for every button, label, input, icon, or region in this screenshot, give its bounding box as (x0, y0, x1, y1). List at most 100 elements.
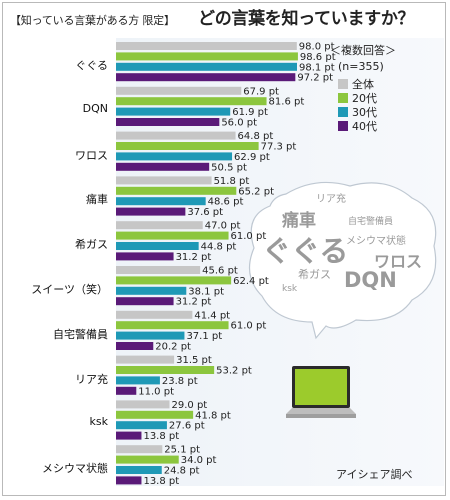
value-label-1-1: 81.6 pt (269, 97, 305, 108)
bar-2-1 (116, 142, 259, 150)
bar-0-0 (116, 42, 297, 50)
legend-swatch (338, 121, 348, 131)
bar-4-0 (116, 221, 203, 230)
value-label-4-3: 31.2 pt (176, 252, 212, 263)
value-label-1-0: 67.9 pt (243, 86, 279, 97)
legend-item: 全体 (338, 77, 396, 91)
cloud-word: メシウマ状態 (346, 236, 406, 247)
bar-6-2 (116, 331, 185, 340)
bar-7-1 (116, 366, 215, 374)
value-label-3-3: 37.6 pt (187, 207, 223, 218)
bar-3-3 (116, 207, 186, 216)
value-label-0-0: 98.0 pt (299, 42, 335, 53)
bar-1-0 (116, 86, 242, 95)
value-label-5-2: 38.1 pt (188, 286, 224, 297)
value-label-6-2: 37.1 pt (186, 331, 222, 342)
value-label-5-3: 31.2 pt (176, 297, 212, 308)
legend-item: 20代 (338, 91, 396, 105)
value-label-7-2: 23.8 pt (162, 376, 198, 387)
value-label-6-3: 20.2 pt (155, 342, 191, 353)
bar-4-1 (116, 231, 229, 240)
bar-7-3 (116, 386, 137, 395)
value-label-3-2: 48.6 pt (208, 197, 244, 208)
legend-label: 30代 (352, 106, 377, 119)
legend: ＜複数回答＞ (n=355) 全体 20代 30代 40代 (330, 42, 396, 133)
bar-4-2 (116, 242, 199, 250)
legend-swatch (338, 93, 348, 103)
value-label-4-2: 44.8 pt (201, 242, 237, 253)
cloud-word: 希ガス (298, 268, 331, 281)
bar-3-2 (116, 197, 206, 206)
value-label-4-0: 47.0 pt (205, 221, 241, 232)
bar-3-1 (116, 186, 237, 195)
value-label-9-2: 24.8 pt (164, 466, 200, 477)
category-label: メシウマ状態 (42, 462, 108, 476)
bar-6-0 (116, 310, 193, 319)
value-label-2-1: 77.3 pt (261, 142, 297, 153)
bar-1-1 (116, 97, 267, 106)
bar-4-3 (116, 252, 174, 261)
bar-5-2 (116, 286, 187, 295)
category-label: ワロス (75, 148, 108, 162)
value-label-9-3: 13.8 pt (143, 476, 179, 487)
value-label-8-0: 29.0 pt (172, 400, 208, 411)
bar-0-3 (116, 73, 296, 82)
chart-subtitle: 【知っている言葉がある方 限定】 (10, 14, 175, 27)
bar-5-0 (116, 266, 201, 274)
source-credit: アイシェア調べ (336, 468, 413, 481)
cloud-word: リア充 (316, 194, 346, 205)
category-label: リア充 (75, 372, 108, 386)
value-label-3-1: 65.2 pt (238, 186, 274, 197)
bar-9-2 (116, 466, 162, 474)
value-label-7-1: 53.2 pt (216, 366, 252, 377)
cloud-word: ksk (282, 284, 298, 294)
bar-7-2 (116, 376, 160, 385)
value-label-5-1: 62.4 pt (233, 276, 269, 287)
value-label-9-1: 34.0 pt (181, 455, 217, 466)
value-label-2-3: 50.5 pt (211, 162, 247, 173)
cloud-word: DQN (344, 268, 397, 292)
legend-label: 40代 (352, 120, 377, 133)
value-label-2-0: 64.8 pt (238, 131, 274, 142)
category-label: DQN (82, 101, 108, 115)
legend-swatch (338, 107, 348, 117)
category-label: ksk (89, 415, 108, 429)
cloud-word: ぐぐる (262, 234, 349, 268)
bar-1-3 (116, 118, 220, 126)
bar-7-0 (116, 355, 175, 364)
word-cloud-bubble (248, 181, 437, 340)
value-label-6-1: 61.0 pt (231, 321, 267, 332)
value-label-0-3: 97.2 pt (297, 73, 333, 84)
bar-8-0 (116, 400, 170, 409)
value-label-0-1: 98.6 pt (300, 52, 336, 63)
value-label-1-3: 56.0 pt (221, 118, 257, 129)
laptop-illustration (286, 366, 356, 418)
bar-8-1 (116, 410, 194, 419)
bar-5-1 (116, 276, 232, 285)
legend-swatch (338, 79, 348, 89)
cloud-word: 痛車 (282, 211, 316, 231)
bar-6-3 (116, 342, 154, 350)
bar-9-0 (116, 445, 163, 454)
cloud-word: ワロス (374, 252, 423, 271)
legend-item: 40代 (338, 119, 396, 133)
value-label-7-3: 11.0 pt (138, 386, 174, 397)
value-label-5-0: 45.6 pt (202, 266, 238, 277)
value-label-8-3: 13.8 pt (143, 431, 179, 442)
category-label: 希ガス (75, 238, 108, 252)
bar-3-0 (116, 176, 212, 185)
value-label-0-2: 98.1 pt (299, 62, 335, 73)
cloud-word: 自宅警備員 (348, 217, 394, 227)
bar-9-3 (116, 476, 142, 485)
bar-1-2 (116, 107, 231, 116)
bar-9-1 (116, 455, 179, 464)
value-label-8-1: 41.8 pt (195, 410, 231, 421)
category-label: スイーツ（笑） (31, 283, 108, 296)
value-label-2-2: 62.9 pt (234, 152, 270, 163)
bar-2-0 (116, 131, 236, 140)
bar-0-1 (116, 52, 298, 61)
legend-sample-size: (n=355) (338, 60, 384, 73)
bar-2-3 (116, 162, 210, 171)
value-label-6-0: 41.4 pt (194, 310, 230, 321)
